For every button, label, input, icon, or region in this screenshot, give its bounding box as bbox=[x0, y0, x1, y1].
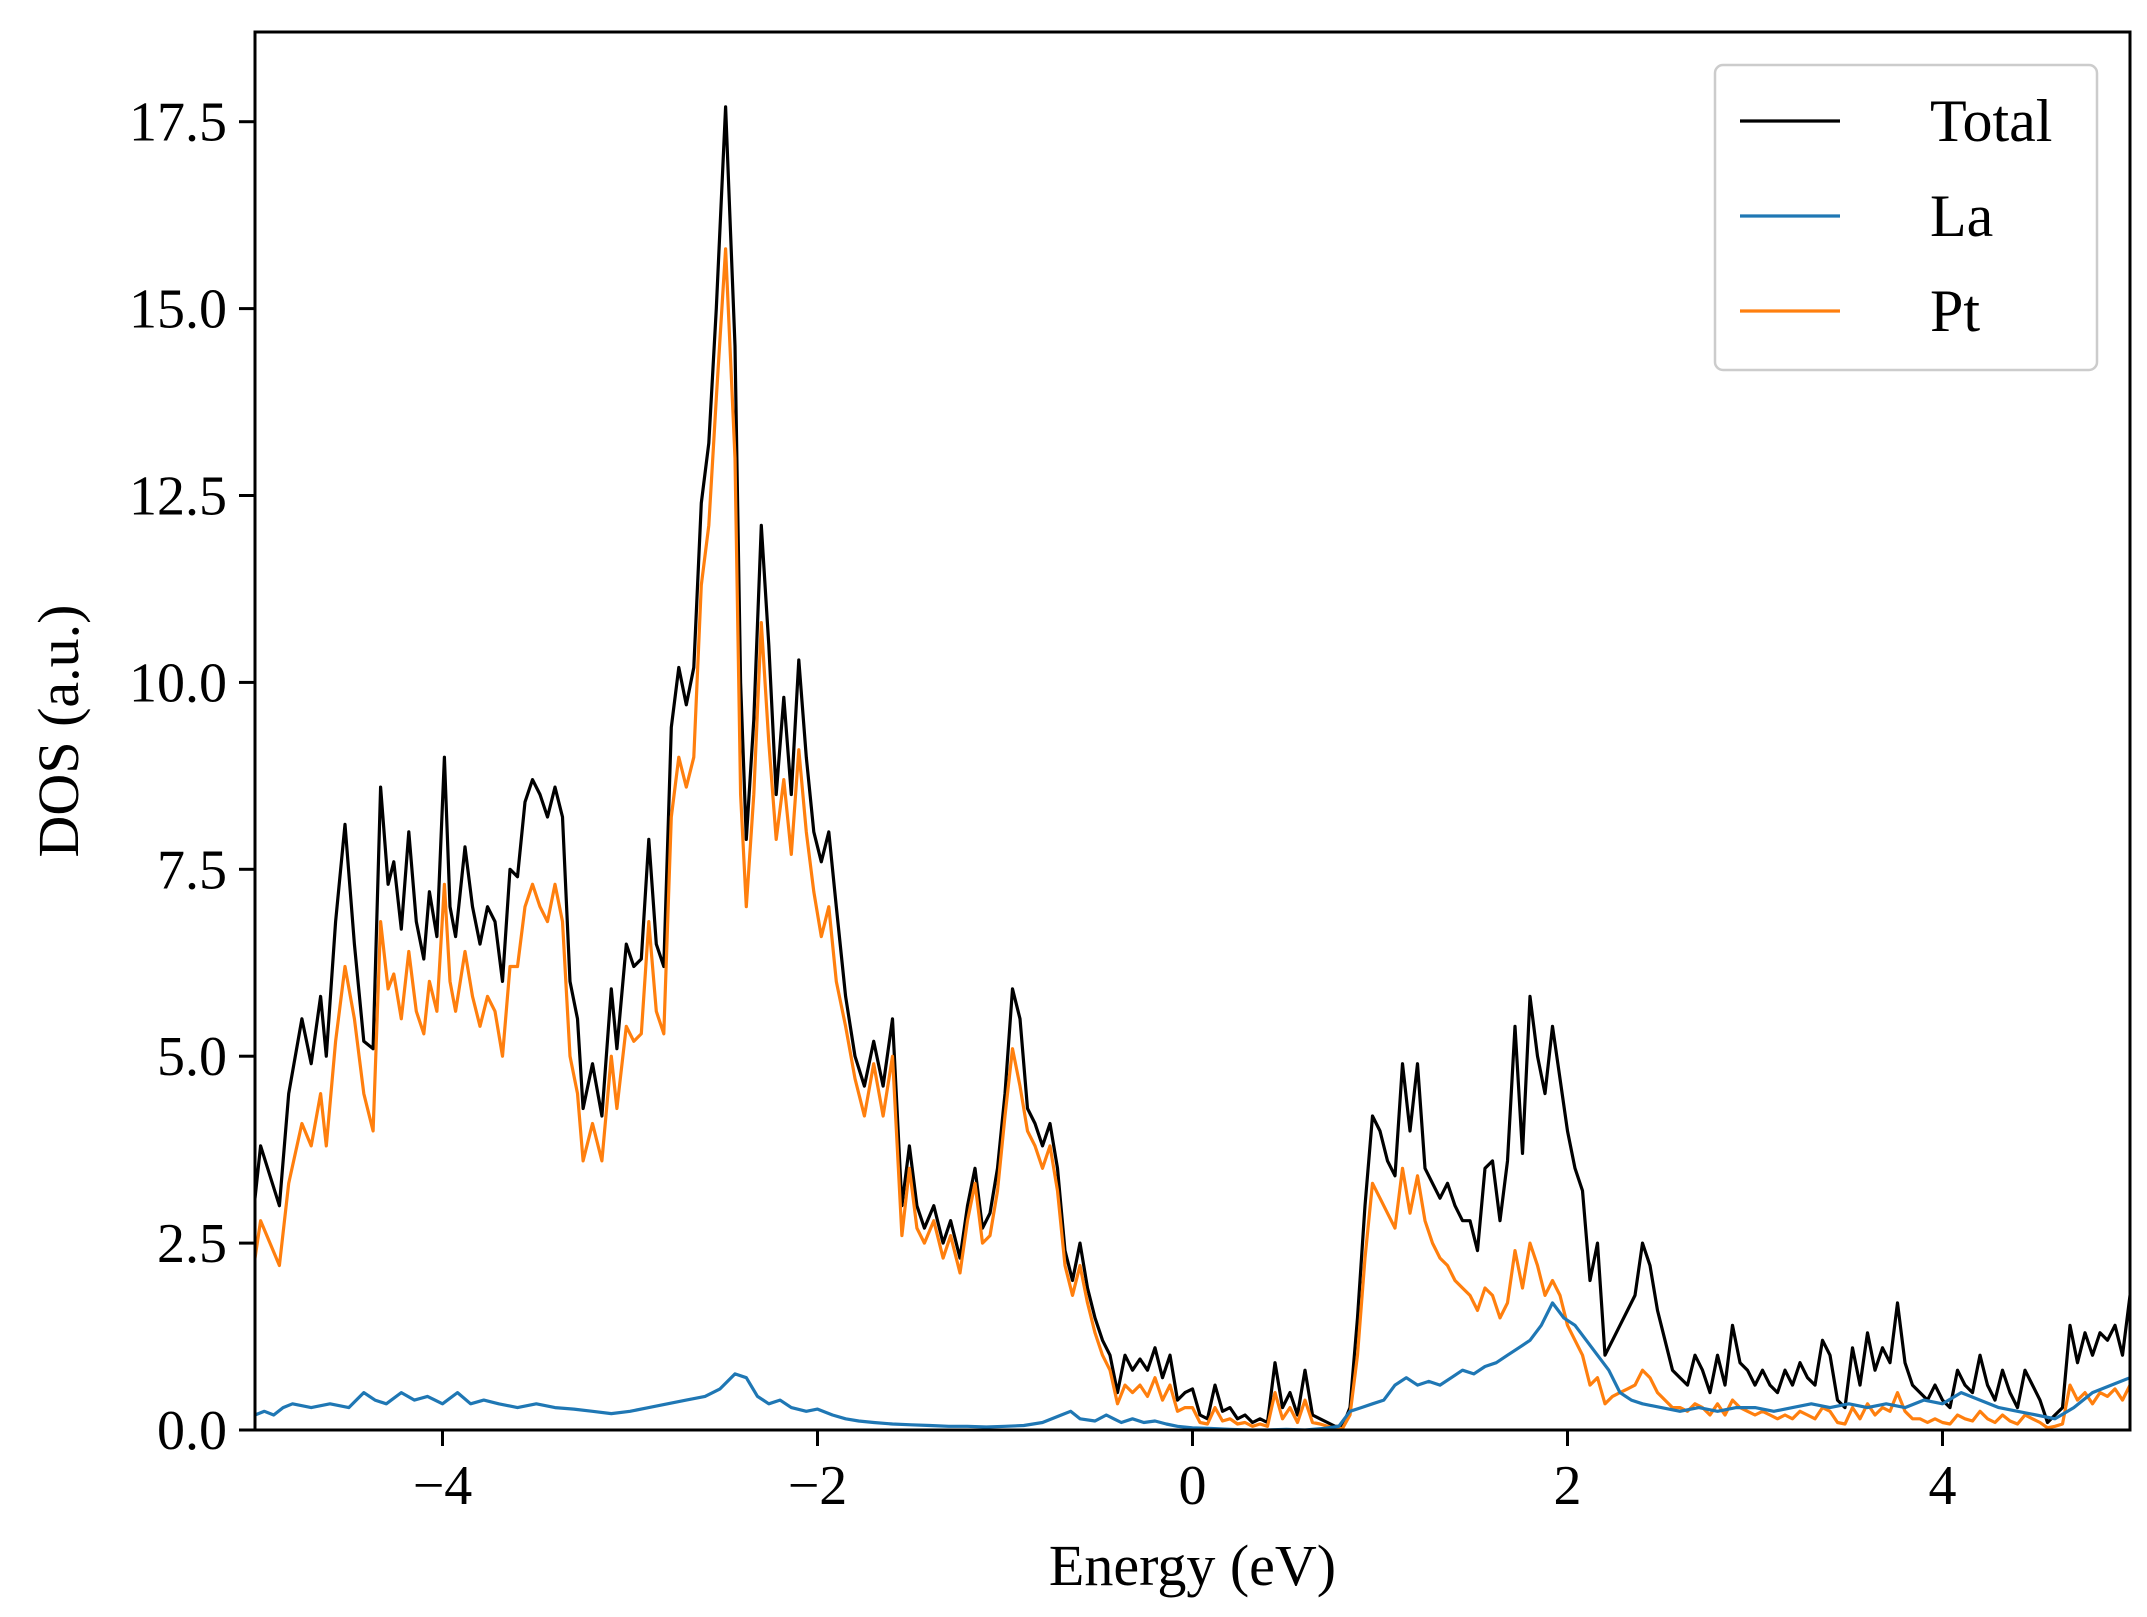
legend-label-pt: Pt bbox=[1930, 278, 1980, 344]
y-axis: 0.0 2.5 5.0 7.5 10.0 12.5 15.0 17.5 bbox=[129, 92, 255, 1462]
y-tick-label: 7.5 bbox=[157, 839, 227, 901]
x-tick-label: 2 bbox=[1554, 1455, 1582, 1517]
x-tick-label: 0 bbox=[1179, 1455, 1207, 1517]
legend-box bbox=[1713, 63, 2099, 372]
x-tick-label: −2 bbox=[788, 1455, 848, 1517]
legend-label-total: Total bbox=[1930, 88, 2052, 154]
plot-area bbox=[255, 105, 2130, 1430]
series-line-total bbox=[255, 105, 2130, 1428]
y-tick-label: 10.0 bbox=[129, 652, 227, 714]
x-tick-label: 4 bbox=[1929, 1455, 1957, 1517]
y-tick-label: 15.0 bbox=[129, 279, 227, 341]
x-tick-label: −4 bbox=[413, 1455, 473, 1517]
series-line-pt bbox=[255, 247, 2130, 1430]
legend: Total La Pt bbox=[1713, 63, 2099, 372]
x-axis: −4 −2 0 2 4 bbox=[413, 1430, 1957, 1517]
y-tick-label: 2.5 bbox=[157, 1213, 227, 1275]
y-tick-label: 0.0 bbox=[157, 1400, 227, 1462]
y-axis-label: DOS (a.u.) bbox=[26, 605, 91, 858]
legend-label-la: La bbox=[1930, 183, 1993, 249]
x-axis-label: Energy (eV) bbox=[1049, 1533, 1336, 1598]
y-tick-label: 5.0 bbox=[157, 1026, 227, 1088]
series-line-la bbox=[255, 1301, 2130, 1430]
y-tick-label: 17.5 bbox=[129, 92, 227, 154]
y-tick-label: 12.5 bbox=[129, 466, 227, 528]
